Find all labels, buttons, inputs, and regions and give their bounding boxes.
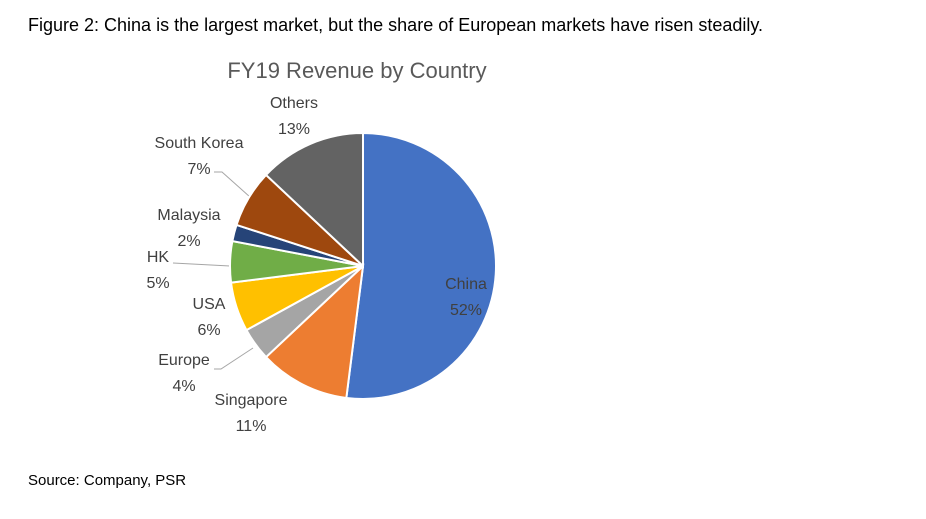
slice-value: 2% bbox=[177, 233, 200, 250]
slice-label: Singapore bbox=[215, 392, 288, 409]
chart-title: FY19 Revenue by Country bbox=[227, 58, 486, 83]
slice-label: Others bbox=[270, 95, 318, 112]
slice-value: 11% bbox=[236, 418, 267, 435]
slice-value: 4% bbox=[172, 378, 195, 395]
slice-label: Europe bbox=[158, 352, 210, 369]
pie-slice bbox=[264, 263, 365, 400]
pie-slice bbox=[345, 131, 497, 400]
slice-value: 13% bbox=[278, 121, 310, 138]
slice-label: USA bbox=[193, 296, 226, 313]
leader-line bbox=[214, 347, 254, 370]
leader-line bbox=[172, 262, 231, 267]
slice-label: Malaysia bbox=[157, 207, 220, 224]
slice-value: 5% bbox=[146, 275, 169, 292]
slice-label: China bbox=[445, 276, 487, 293]
figure-caption: Figure 2: China is the largest market, b… bbox=[28, 15, 763, 35]
source-note: Source: Company, PSR bbox=[28, 472, 186, 489]
slice-label: South Korea bbox=[155, 135, 244, 152]
slice-value: 52% bbox=[450, 302, 482, 319]
slice-value: 6% bbox=[197, 322, 220, 339]
pie-slice bbox=[264, 131, 364, 269]
slice-value: 7% bbox=[187, 161, 210, 178]
slice-label: HK bbox=[147, 249, 170, 266]
leader-line bbox=[214, 171, 251, 198]
